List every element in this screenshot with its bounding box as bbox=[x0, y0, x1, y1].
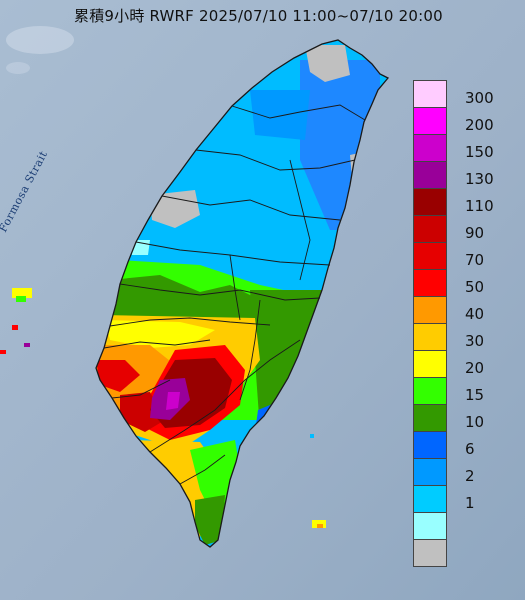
offshore-echoes bbox=[0, 288, 326, 528]
map-title: 累積9小時 RWRF 2025/07/10 11:00~07/10 20:00 bbox=[74, 7, 443, 25]
legend-swatch bbox=[413, 458, 447, 486]
legend-label: 150 bbox=[465, 143, 494, 161]
admin-boundaries bbox=[95, 39, 390, 548]
legend-label: 40 bbox=[465, 305, 485, 323]
legend-swatch bbox=[413, 80, 447, 108]
legend-swatch bbox=[413, 188, 447, 216]
legend-label: 1 bbox=[465, 494, 475, 512]
legend-label: 20 bbox=[465, 359, 485, 377]
legend-swatch bbox=[413, 431, 447, 459]
legend-swatch bbox=[413, 512, 447, 540]
legend-swatch bbox=[413, 404, 447, 432]
legend-label: 130 bbox=[465, 170, 494, 188]
legend-swatch bbox=[413, 539, 447, 567]
legend-swatch bbox=[413, 134, 447, 162]
rainfall-legend: 300 200 150 130 110 90 70 50 40 30 20 15 10 6 2 1 bbox=[413, 80, 504, 570]
legend-swatch bbox=[413, 323, 447, 351]
legend-swatch bbox=[413, 215, 447, 243]
legend-swatch bbox=[413, 242, 447, 270]
legend-label: 300 bbox=[465, 89, 494, 107]
legend-swatch bbox=[413, 107, 447, 135]
legend-swatch bbox=[413, 296, 447, 324]
legend-label: 50 bbox=[465, 278, 485, 296]
legend-label: 70 bbox=[465, 251, 485, 269]
legend-label: 10 bbox=[465, 413, 485, 431]
legend-label: 30 bbox=[465, 332, 485, 350]
legend-swatch bbox=[413, 269, 447, 297]
cloud-patch bbox=[6, 26, 74, 54]
legend-swatch bbox=[413, 161, 447, 189]
legend-label: 15 bbox=[465, 386, 485, 404]
legend-label: 200 bbox=[465, 116, 494, 134]
legend-label: 2 bbox=[465, 467, 475, 485]
cloud-patch bbox=[6, 62, 30, 74]
legend-label: 90 bbox=[465, 224, 485, 242]
legend-swatch bbox=[413, 377, 447, 405]
legend-swatch bbox=[413, 350, 447, 378]
legend-label: 110 bbox=[465, 197, 494, 215]
legend-label: 6 bbox=[465, 440, 475, 458]
legend-swatch bbox=[413, 485, 447, 513]
